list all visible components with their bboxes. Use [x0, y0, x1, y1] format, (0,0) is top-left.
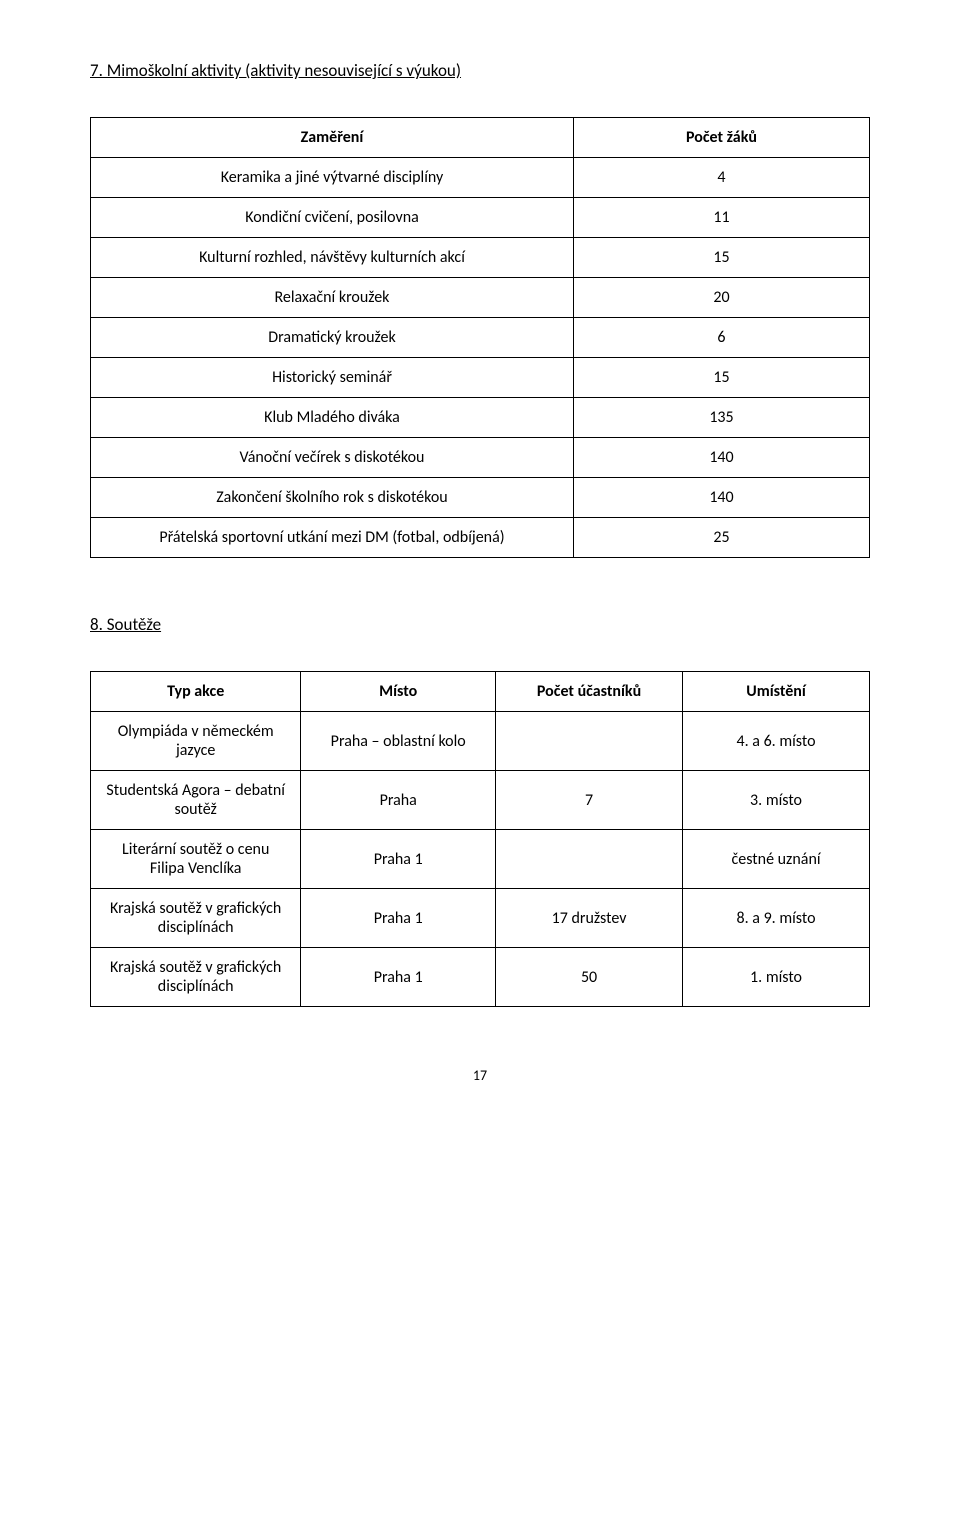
cell-value: 11	[573, 198, 869, 238]
col-header: Typ akce	[91, 672, 301, 712]
contests-table: Typ akce Místo Počet účastníků Umístění …	[90, 671, 870, 1007]
cell: 50	[496, 948, 683, 1007]
table-row: Literární soutěž o cenu Filipa Venclíka …	[91, 830, 870, 889]
activities-table: Zaměření Počet žáků Keramika a jiné výtv…	[90, 117, 870, 558]
table-row: Olympiáda v německém jazyce Praha – obla…	[91, 712, 870, 771]
col-header: Počet žáků	[573, 118, 869, 158]
table-row: Přátelská sportovní utkání mezi DM (fotb…	[91, 518, 870, 558]
table-row: Historický seminář 15	[91, 358, 870, 398]
col-header: Počet účastníků	[496, 672, 683, 712]
section-1-heading: 7. Mimoškolní aktivity (aktivity nesouvi…	[90, 60, 870, 81]
cell	[496, 712, 683, 771]
table-header-row: Zaměření Počet žáků	[91, 118, 870, 158]
table-row: Keramika a jiné výtvarné disciplíny 4	[91, 158, 870, 198]
cell-value: 140	[573, 438, 869, 478]
cell: Praha	[301, 771, 496, 830]
table-row: Kulturní rozhled, návštěvy kulturních ak…	[91, 238, 870, 278]
cell: 17 družstev	[496, 889, 683, 948]
cell-label: Zakončení školního rok s diskotékou	[91, 478, 574, 518]
table-row: Klub Mladého diváka 135	[91, 398, 870, 438]
page-number: 17	[90, 1067, 870, 1084]
col-header: Umístění	[683, 672, 870, 712]
cell-value: 4	[573, 158, 869, 198]
cell-label: Kondiční cvičení, posilovna	[91, 198, 574, 238]
table-row: Studentská Agora – debatní soutěž Praha …	[91, 771, 870, 830]
cell-label: Přátelská sportovní utkání mezi DM (fotb…	[91, 518, 574, 558]
cell: 3. místo	[683, 771, 870, 830]
page-container: 7. Mimoškolní aktivity (aktivity nesouvi…	[0, 0, 960, 1124]
table-row: Dramatický kroužek 6	[91, 318, 870, 358]
table-row: Vánoční večírek s diskotékou 140	[91, 438, 870, 478]
cell: Olympiáda v německém jazyce	[91, 712, 301, 771]
cell: 8. a 9. místo	[683, 889, 870, 948]
cell-value: 25	[573, 518, 869, 558]
cell-value: 6	[573, 318, 869, 358]
table-row: Krajská soutěž v grafických disciplínách…	[91, 889, 870, 948]
cell: 4. a 6. místo	[683, 712, 870, 771]
col-header: Místo	[301, 672, 496, 712]
table-row: Kondiční cvičení, posilovna 11	[91, 198, 870, 238]
section-2-heading: 8. Soutěže	[90, 614, 870, 635]
cell-value: 140	[573, 478, 869, 518]
table-row: Krajská soutěž v grafických disciplínách…	[91, 948, 870, 1007]
cell-label: Historický seminář	[91, 358, 574, 398]
cell: čestné uznání	[683, 830, 870, 889]
cell: Praha 1	[301, 948, 496, 1007]
col-header: Zaměření	[91, 118, 574, 158]
cell: Praha 1	[301, 830, 496, 889]
cell-label: Dramatický kroužek	[91, 318, 574, 358]
cell-value: 20	[573, 278, 869, 318]
cell: Studentská Agora – debatní soutěž	[91, 771, 301, 830]
cell-label: Kulturní rozhled, návštěvy kulturních ak…	[91, 238, 574, 278]
cell-value: 135	[573, 398, 869, 438]
cell-label: Vánoční večírek s diskotékou	[91, 438, 574, 478]
cell: Praha – oblastní kolo	[301, 712, 496, 771]
cell: Krajská soutěž v grafických disciplínách	[91, 889, 301, 948]
cell-label: Klub Mladého diváka	[91, 398, 574, 438]
cell-label: Relaxační kroužek	[91, 278, 574, 318]
table-row: Zakončení školního rok s diskotékou 140	[91, 478, 870, 518]
cell-label: Keramika a jiné výtvarné disciplíny	[91, 158, 574, 198]
cell: 7	[496, 771, 683, 830]
table-header-row: Typ akce Místo Počet účastníků Umístění	[91, 672, 870, 712]
cell-value: 15	[573, 238, 869, 278]
cell: Praha 1	[301, 889, 496, 948]
cell: Krajská soutěž v grafických disciplínách	[91, 948, 301, 1007]
table-row: Relaxační kroužek 20	[91, 278, 870, 318]
cell: 1. místo	[683, 948, 870, 1007]
cell	[496, 830, 683, 889]
cell-value: 15	[573, 358, 869, 398]
cell: Literární soutěž o cenu Filipa Venclíka	[91, 830, 301, 889]
